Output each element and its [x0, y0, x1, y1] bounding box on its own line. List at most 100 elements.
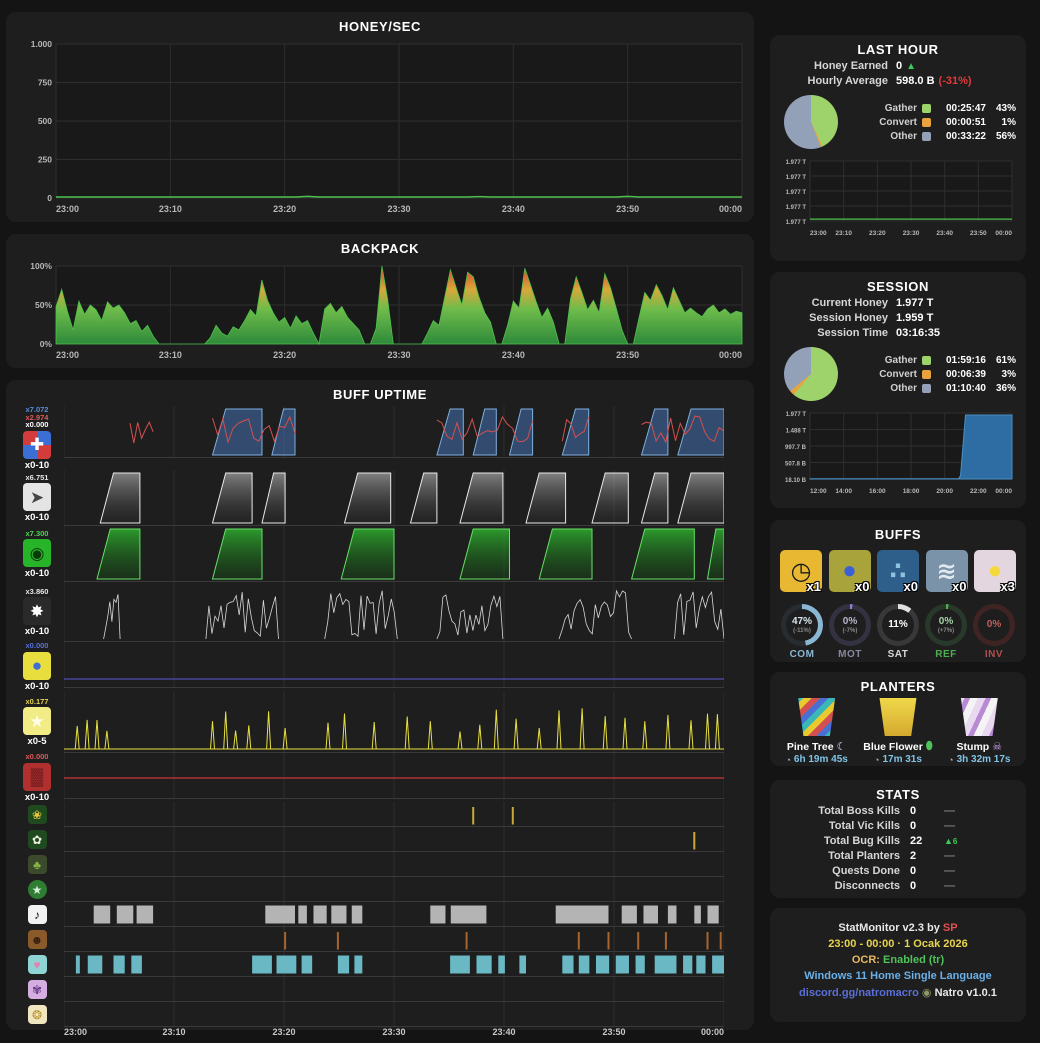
balloon-icon-glyph: ● — [31, 656, 43, 675]
stat-label: Total Vic Kills — [828, 820, 900, 832]
gauge-subvalue: (-7%) — [842, 627, 858, 634]
legend-row: Other 01:10:40 36% — [844, 383, 1026, 394]
buff-range-label: x0-10 — [24, 459, 50, 471]
stat-value: 0 — [910, 880, 917, 892]
buff-multiplier-label: x0.000 — [25, 420, 49, 429]
bear-morph-icon-glyph: ☻ — [30, 932, 44, 947]
session-stats: Current Honey 1.977 T Session Honey 1.959 T… — [770, 297, 1026, 339]
buffs-title: BUFFS — [874, 527, 922, 542]
svg-text:1.977 T: 1.977 T — [786, 190, 807, 196]
legend-label: Convert — [879, 368, 917, 380]
footer-links: discord.gg/natromacro ◉ Natro v1.0.1 — [770, 986, 1026, 999]
planter-timer: 3h 32m 17s — [956, 754, 1011, 765]
buff-multiplier-label: x2.974 — [25, 412, 49, 422]
legend-row: Gather 01:59:16 61% — [844, 355, 1026, 366]
stats-row: Total Boss Kills 0 — — [770, 805, 1026, 817]
legend-row: Gather 00:25:47 43% — [844, 103, 1026, 114]
svg-text:23:50: 23:50 — [970, 230, 987, 237]
buff-row-melody: ♪ — [10, 902, 750, 927]
buff-multiplier-label: x0.177 — [25, 696, 49, 706]
stats-row: Total Bug Kills 22 ▲6 — [770, 835, 1026, 847]
buff-row-glitter: x0.177 ★ x0-5 — [10, 691, 750, 753]
moon-icon: ☾ — [836, 741, 847, 753]
smoothie-icon-glyph: ✾ — [31, 982, 43, 997]
buff-row-icon-cell: ❀ — [10, 802, 64, 827]
legend-percent: 3% — [1001, 368, 1016, 380]
svg-text:997.7 B: 997.7 B — [785, 445, 807, 451]
buff-row-icon-cell: ★ — [10, 877, 64, 902]
buff-row-baby-love: ♥ — [10, 952, 750, 977]
gauge-value: 0% — [986, 619, 1002, 630]
gauge-center: 0% — [978, 609, 1010, 641]
svg-text:12:00: 12:00 — [810, 488, 827, 495]
buff-multiplier-label: x7.072 — [25, 405, 49, 414]
stats-rows: Total Boss Kills 0— Total Vic Kills 0 — Total… — [770, 805, 1026, 892]
buff-range-label: x0-10 — [24, 680, 50, 692]
flower-field-icon-glyph: ✿ — [31, 832, 43, 847]
blue-bee-morph-icon: ● x0 — [828, 550, 871, 594]
buff-row-chart — [64, 526, 724, 582]
haste-icon: ➤ — [23, 483, 51, 511]
discord-link[interactable]: discord.gg/natromacro — [799, 987, 919, 999]
buff-row-icon-cell: x7.072 x2.974 x0.000 ✚ x0-10 — [10, 406, 64, 470]
legend-swatch — [922, 131, 931, 141]
svg-text:23:30: 23:30 — [387, 350, 410, 360]
buff-row-chart — [64, 582, 724, 642]
legend-time: 01:10:40 — [945, 382, 986, 394]
stats-row: Quests Done 0 — — [770, 865, 1026, 877]
gauge-label: SAT — [887, 649, 909, 660]
svg-text:1.000: 1.000 — [31, 39, 53, 49]
buff-row-icon-cell: x0.000 ▓ x0-10 — [10, 753, 64, 802]
footer-text: StatMonitor v2.3 by — [838, 922, 943, 934]
svg-text:16:00: 16:00 — [869, 488, 886, 495]
planters-title: PLANTERS — [860, 679, 936, 694]
buff-row-pop-star: x3.860 ✸ x0-10 — [10, 582, 750, 642]
gauge-ring: 0% (+7%) — [925, 604, 967, 646]
footer-text: OCR: — [851, 954, 884, 966]
gauge-label: MOT — [838, 649, 862, 660]
gauge-center: 0% (+7%) — [930, 609, 962, 641]
stat-label: Quests Done — [832, 865, 900, 877]
buff-range-label: x0-10 — [24, 626, 50, 637]
bear-morph-icon: ☻ — [27, 930, 47, 949]
planter-list: Pine Tree ☾ ◔ 6h 19m 45s Blue Flower ⬮ ◔ 17m 31… — [770, 694, 1026, 765]
gauge-com: 47% (-11%) COM — [780, 604, 824, 660]
buff-gauges: 47% (-11%) COM 0% (-7%) MOT 11% SAT 0% (+7%) REF 0%… — [770, 594, 1026, 660]
svg-text:507.8 B: 507.8 B — [785, 462, 807, 468]
legend-percent: 36% — [995, 382, 1016, 394]
stats-title: STATS — [876, 787, 920, 802]
haste-icon-glyph: ➤ — [29, 487, 45, 507]
svg-text:23:20: 23:20 — [273, 204, 296, 214]
svg-text:1.488 T: 1.488 T — [786, 429, 807, 435]
legend-label: Gather — [884, 354, 917, 366]
legend-swatch — [922, 383, 931, 393]
x-tick-label: 23:40 — [492, 1027, 516, 1037]
stats-panel: STATS Total Boss Kills 0 — Total Vic Kills 0… — [770, 780, 1026, 898]
svg-text:23:10: 23:10 — [159, 350, 182, 360]
session-stat-row: Current Honey 1.977 T — [770, 297, 1026, 309]
buff-uptime-rows: x7.072 x2.974 x0.000 ✚ x0-10 x6.751 ➤ x0-10 x7.3… — [10, 406, 750, 1043]
hourly-average-value: 598.0 B — [896, 75, 935, 87]
legend-time: 00:33:22 — [945, 130, 986, 142]
svg-text:23:00: 23:00 — [56, 350, 79, 360]
buff-row-star-badge: ★ — [10, 877, 750, 902]
buff-range-label: x0-10 — [24, 568, 50, 579]
planter-pot-image — [798, 698, 836, 736]
svg-text:23:40: 23:40 — [502, 350, 525, 360]
chick-buff-icon: ● x3 — [974, 550, 1016, 594]
gauge-mot: 0% (-7%) MOT — [828, 604, 872, 660]
svg-text:23:40: 23:40 — [936, 230, 953, 237]
legend-row: Other 00:33:22 56% — [844, 131, 1026, 142]
gauge-center: 0% (-7%) — [834, 609, 866, 641]
buff-uptime-panel: BUFF UPTIME x7.072 x2.974 x0.000 ✚ x0-10 x6.7… — [6, 380, 754, 1037]
delta-none: — — [944, 865, 955, 877]
focus-eye-icon: ◉ — [23, 539, 51, 567]
buff-multiplier: x0 — [903, 579, 918, 594]
buff-row-chart — [64, 927, 724, 952]
buffs-panel: BUFFS ◷ x1 ● x0 ∴ x0 ≋ x0 ● x3 47% (-11%) COM 0% (-7%… — [770, 520, 1026, 662]
footer-app-version: StatMonitor v2.3 by SP — [770, 922, 1026, 934]
buff-row-icon-cell: x6.751 ➤ x0-10 — [10, 470, 64, 526]
starburst-icon: ✸ — [23, 597, 51, 625]
buff-row-chart — [64, 642, 724, 688]
gauge-ref: 0% (+7%) REF — [924, 604, 968, 660]
